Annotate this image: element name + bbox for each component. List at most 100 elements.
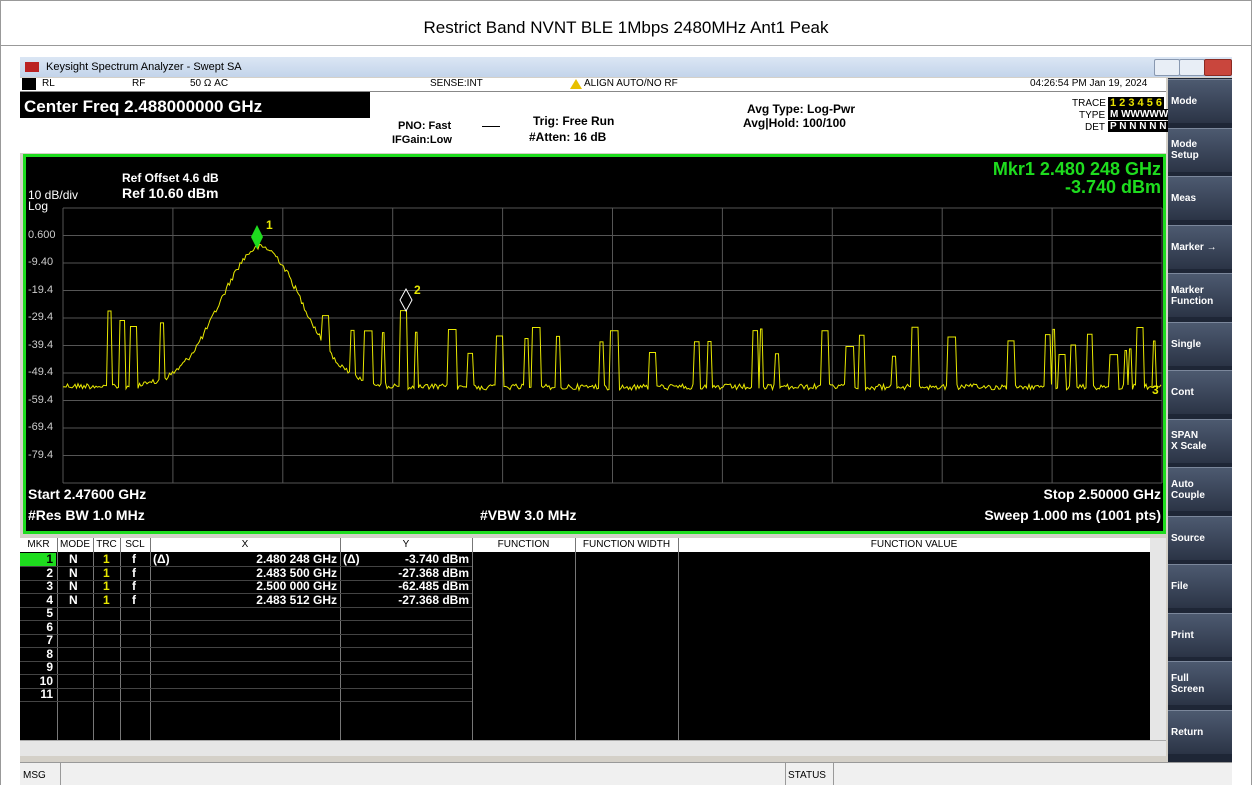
msg-label: MSG	[23, 770, 46, 781]
trig: Trig: Free Run	[533, 114, 615, 128]
marker-table: MKR MODE TRC SCL X Y FUNCTION FUNCTION WIDTH FUN…	[20, 538, 1166, 740]
marker-label: 3	[1152, 383, 1159, 397]
row-divider	[20, 687, 472, 689]
row-divider	[20, 647, 472, 648]
status-label: STATUS	[788, 770, 826, 781]
column-divider	[678, 538, 679, 740]
window: Keysight Spectrum Analyzer - Swept SA RL…	[20, 57, 1232, 785]
v-scrollbar[interactable]	[1150, 538, 1166, 740]
row-divider	[20, 701, 472, 702]
marker-mode: N	[69, 552, 78, 566]
marker-readout-freq: Mkr1 2.480 248 GHz	[992, 159, 1161, 179]
column-header: MODE	[60, 539, 90, 550]
scale-type: Log	[28, 199, 49, 213]
softkey[interactable]: Full Screen	[1168, 661, 1232, 705]
minimize-button[interactable]	[1154, 59, 1180, 76]
sweep: Sweep 1.000 ms (1001 pts)	[984, 507, 1161, 523]
marker-x: 2.480 248 GHz	[256, 552, 337, 566]
softkey[interactable]: Mode Setup	[1168, 127, 1232, 172]
softkey[interactable]: Meas	[1168, 176, 1232, 220]
det-label: DET	[1085, 122, 1105, 133]
marker-number: 11	[40, 687, 53, 701]
marker-number: 1	[46, 552, 53, 566]
marker-1	[251, 225, 263, 249]
row-divider	[20, 606, 472, 608]
y-axis-label: -59.4	[28, 393, 54, 406]
softkey[interactable]: Marker Function	[1168, 273, 1232, 317]
close-button[interactable]	[1204, 59, 1232, 76]
atten: #Atten: 16 dB	[529, 130, 607, 144]
column-divider	[575, 538, 576, 740]
y-prefix: (Δ)	[343, 552, 360, 566]
marker-scale: f	[132, 552, 136, 566]
marker-label: 1	[266, 218, 273, 232]
marker-number: 3	[46, 579, 53, 593]
marker-x: 2.483 512 GHz	[256, 592, 337, 607]
header-panel: Center Freq 2.488000000 GHz PNO: Fast IF…	[20, 92, 1171, 153]
marker-x: 2.500 000 GHz	[256, 579, 337, 593]
align-warning-icon	[570, 79, 582, 89]
ref-offset: Ref Offset 4.6 dB	[122, 171, 219, 185]
rbw: #Res BW 1.0 MHz	[28, 507, 145, 523]
marker-label: 2	[414, 283, 421, 297]
softkey[interactable]: File	[1168, 564, 1232, 608]
column-divider	[93, 538, 94, 740]
marker-number: 8	[46, 646, 53, 661]
window-title: Keysight Spectrum Analyzer - Swept SA	[46, 61, 242, 73]
y-axis-label: -39.4	[28, 338, 54, 351]
avg-type: Avg Type: Log-Pwr	[747, 102, 855, 116]
row-highlight	[20, 553, 56, 566]
column-header: FUNCTION WIDTH	[582, 539, 671, 550]
marker-trace: 1	[103, 552, 110, 566]
column-divider	[472, 538, 473, 740]
softkey[interactable]: Single	[1168, 321, 1232, 366]
trigger-arrow	[482, 126, 500, 127]
pno: PNO: Fast	[398, 120, 452, 132]
row-divider	[20, 660, 472, 662]
type-value: M WWWWW	[1108, 109, 1171, 120]
plot: 1 2 3	[62, 207, 1163, 484]
column-header: FUNCTION VALUE	[870, 539, 958, 550]
marker-scale: f	[132, 592, 136, 607]
marker-y: -3.740 dBm	[404, 552, 469, 566]
y-axis-label: 0.600	[28, 228, 56, 241]
scale: 10 dB/div	[28, 188, 79, 202]
softkey[interactable]: SPAN X Scale	[1168, 418, 1232, 463]
ifgain: IFGain:Low	[392, 134, 452, 146]
marker-number: 5	[46, 606, 53, 620]
y-axis-label: -69.4	[28, 421, 54, 433]
marker-number: 7	[46, 633, 53, 647]
column-header: X	[241, 539, 249, 550]
column-divider	[120, 538, 121, 740]
sense-label: SENSE:INT	[430, 78, 483, 89]
rl-label: RL	[42, 78, 55, 89]
trace-label: TRACE	[1072, 98, 1106, 109]
marker-number: 10	[39, 673, 53, 688]
maximize-button[interactable]	[1179, 59, 1205, 76]
trace-numbers: 1 2 3 4 5 6	[1108, 97, 1164, 109]
h-scrollbar[interactable]	[20, 740, 1166, 756]
column-divider	[57, 538, 58, 740]
marker-mode: N	[69, 565, 78, 580]
softkey[interactable]: Marker →	[1168, 224, 1232, 269]
timestamp: 04:26:54 PM Jan 19, 2024	[1030, 78, 1148, 89]
marker-mode: N	[69, 592, 78, 607]
row-divider	[20, 579, 472, 581]
footer-divider	[785, 763, 786, 785]
softkey[interactable]: Auto Couple	[1168, 467, 1232, 511]
footer-divider	[60, 763, 61, 785]
marker-2	[399, 287, 413, 313]
marker-trace: 1	[103, 565, 110, 580]
softkey[interactable]: Return	[1168, 709, 1232, 754]
softkey[interactable]: Source	[1168, 515, 1232, 560]
marker-scale: f	[132, 579, 136, 593]
impedance-label: 50 Ω AC	[190, 78, 229, 89]
softkey[interactable]: Mode	[1168, 79, 1232, 123]
softkey[interactable]: Print	[1168, 612, 1232, 657]
row-divider	[20, 633, 472, 635]
y-axis-label: -9.40	[28, 256, 54, 268]
softkey[interactable]: Cont	[1168, 370, 1232, 414]
column-divider	[340, 538, 341, 740]
vbw: #VBW 3.0 MHz	[480, 507, 577, 523]
